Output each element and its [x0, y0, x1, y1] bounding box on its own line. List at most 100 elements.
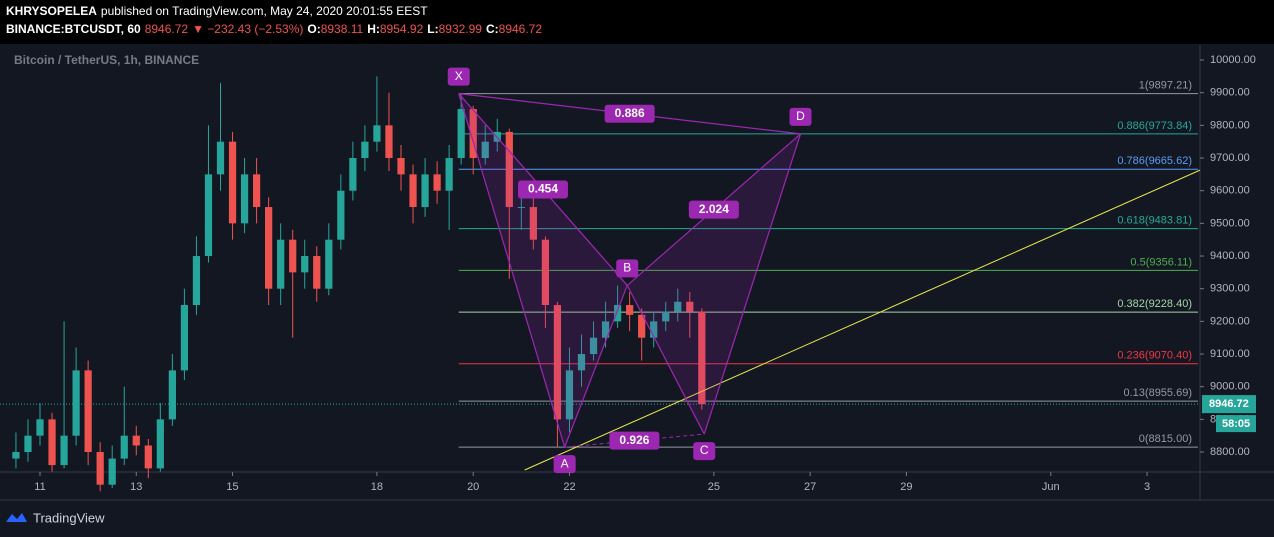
- x-tick-label: 15: [226, 481, 238, 493]
- y-tick-label: 9900.00: [1210, 87, 1250, 99]
- candle-body: [84, 370, 92, 453]
- candle-body: [626, 305, 634, 315]
- candle-body: [349, 158, 357, 191]
- x-tick-label: 13: [130, 481, 142, 493]
- x-tick-label: 18: [371, 481, 383, 493]
- pattern-leg: [703, 133, 802, 435]
- point-label: D: [796, 109, 805, 123]
- brand: TradingView: [33, 510, 105, 525]
- point-box: [447, 67, 470, 86]
- candle-body: [48, 419, 56, 466]
- candle-body: [168, 370, 176, 420]
- y-tick-label: 9300.00: [1210, 283, 1250, 295]
- countdown-box: [1216, 415, 1256, 433]
- plot: 1(9897.21) 0.886(9773.84) 0.786(9665.62) 0.…: [0, 67, 1201, 492]
- candle-body: [565, 370, 574, 420]
- candle-body: [481, 141, 489, 159]
- last: 8946.72: [145, 22, 189, 36]
- candle-body: [337, 190, 345, 240]
- candle-body: [650, 321, 658, 338]
- candle-body: [529, 207, 537, 240]
- header-line1: KHRYSOPELEA published on TradingView.com,…: [6, 4, 428, 18]
- candle-body: [277, 239, 285, 289]
- candle-body: [252, 174, 261, 208]
- ratio-label: 2.024: [699, 202, 729, 216]
- l: 8932.99: [439, 22, 483, 36]
- pattern-leg: [458, 93, 566, 448]
- h: 8954.92: [380, 22, 424, 36]
- point-label: A: [561, 456, 569, 470]
- candle-body: [409, 174, 417, 208]
- ratio-label: 0.454: [528, 182, 558, 196]
- candle-body: [638, 314, 646, 338]
- y-tick-label: 10000.00: [1210, 54, 1256, 66]
- y-tick-label: 9500.00: [1210, 217, 1250, 229]
- point-label: B: [623, 261, 631, 275]
- candle-body: [204, 174, 213, 257]
- candle-body: [12, 452, 20, 459]
- ratio-label: 0.926: [619, 433, 649, 447]
- x-tick-label: 25: [708, 481, 720, 493]
- candle-body: [60, 435, 68, 466]
- y-tick-label: 9800.00: [1210, 119, 1250, 131]
- point-box: [616, 259, 639, 278]
- point-box: [553, 455, 576, 474]
- x-tick-label: 3: [1144, 481, 1150, 493]
- candle-body: [96, 452, 104, 485]
- countdown: 58:05: [1222, 418, 1250, 430]
- candle-body: [108, 458, 116, 485]
- candle-body: [433, 174, 441, 191]
- ratio-box: [688, 200, 739, 219]
- candle-body: [144, 445, 152, 469]
- x-tick-label: 20: [467, 481, 479, 493]
- y-tick-label: 9200.00: [1210, 315, 1250, 327]
- ratio-box: [604, 104, 655, 123]
- candle-body: [301, 256, 309, 273]
- y-tick-label: 9700.00: [1210, 152, 1250, 164]
- candle-body: [698, 311, 706, 405]
- candle-body: [589, 337, 598, 355]
- symbol: BINANCE:BTCUSDT, 60: [6, 22, 141, 36]
- fib-label: 0.13(8955.69): [1124, 387, 1193, 399]
- candle-body: [192, 256, 201, 306]
- fib-label: 0.5(9356.11): [1130, 256, 1192, 268]
- candle-body: [601, 321, 610, 338]
- candle-body: [662, 311, 670, 322]
- candle-body: [457, 109, 465, 159]
- candle-body: [289, 239, 297, 273]
- candle-body: [132, 435, 140, 446]
- candle-body: [72, 370, 80, 436]
- candle-body: [24, 435, 32, 453]
- fib-label: 0(8815.00): [1139, 433, 1192, 445]
- candle-body: [577, 354, 586, 371]
- candle-body: [361, 141, 369, 159]
- candle-body: [228, 141, 237, 224]
- pattern-leg: [626, 285, 705, 435]
- candle-body: [517, 207, 525, 209]
- candle-body: [505, 131, 513, 208]
- candle-body: [373, 125, 381, 142]
- header-bg: [0, 0, 1274, 44]
- y-tick-label: 9400.00: [1210, 250, 1250, 262]
- fib-label: 0.618(9483.81): [1117, 215, 1192, 227]
- candle-body: [541, 239, 550, 306]
- point-box: [693, 442, 716, 461]
- ratio-box: [609, 431, 660, 450]
- y-tick-label: 8800.00: [1210, 446, 1250, 458]
- published: published on TradingView.com, May 24, 20…: [101, 4, 428, 18]
- x-tick-label: Jun: [1042, 481, 1060, 493]
- candle-body: [553, 305, 562, 420]
- l-label: L:: [427, 22, 438, 36]
- y-tick-label: 9000.00: [1210, 381, 1250, 393]
- pattern-fill: [458, 93, 628, 448]
- x-tick-label: 22: [563, 481, 575, 493]
- change: ▼ −232.43 (−2.53%): [192, 22, 303, 36]
- candle-body: [216, 141, 225, 175]
- ratio-label: 0.886: [615, 106, 645, 120]
- fib-label: 0.236(9070.40): [1117, 350, 1192, 362]
- candle-body: [180, 305, 189, 371]
- fib-label: 0.786(9665.62): [1117, 155, 1192, 167]
- trendline: [524, 169, 1201, 471]
